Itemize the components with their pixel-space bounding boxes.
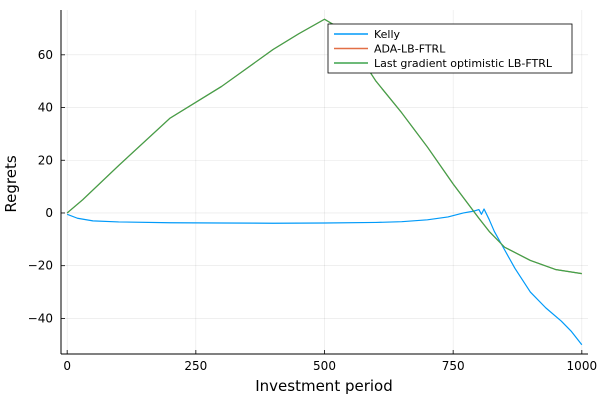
y-tick-label: −20 <box>28 259 53 273</box>
x-tick-label: 1000 <box>567 359 598 373</box>
x-tick-label: 250 <box>184 359 207 373</box>
legend-label: Last gradient optimistic LB-FTRL <box>374 57 553 70</box>
legend-label: Kelly <box>374 28 401 41</box>
y-tick-label: 20 <box>38 153 53 167</box>
legend-label: ADA-LB-FTRL <box>374 43 446 56</box>
x-tick-label: 750 <box>442 359 465 373</box>
axes <box>60 10 588 355</box>
y-tick-label: 0 <box>45 206 53 220</box>
y-axis-title: Regrets <box>2 155 20 212</box>
grid <box>61 10 588 354</box>
x-tick-label: 0 <box>63 359 71 373</box>
tick-labels: 0 250 500 750 1000 −40 −20 0 20 40 60 <box>28 48 597 373</box>
x-axis-title: Investment period <box>255 377 393 395</box>
y-tick-label: 60 <box>38 48 53 62</box>
series-line-1 <box>66 208 583 346</box>
x-tick-label: 500 <box>313 359 336 373</box>
legend-box <box>327 23 573 74</box>
y-tick-label: −40 <box>28 311 53 325</box>
y-tick-label: 40 <box>38 101 53 115</box>
